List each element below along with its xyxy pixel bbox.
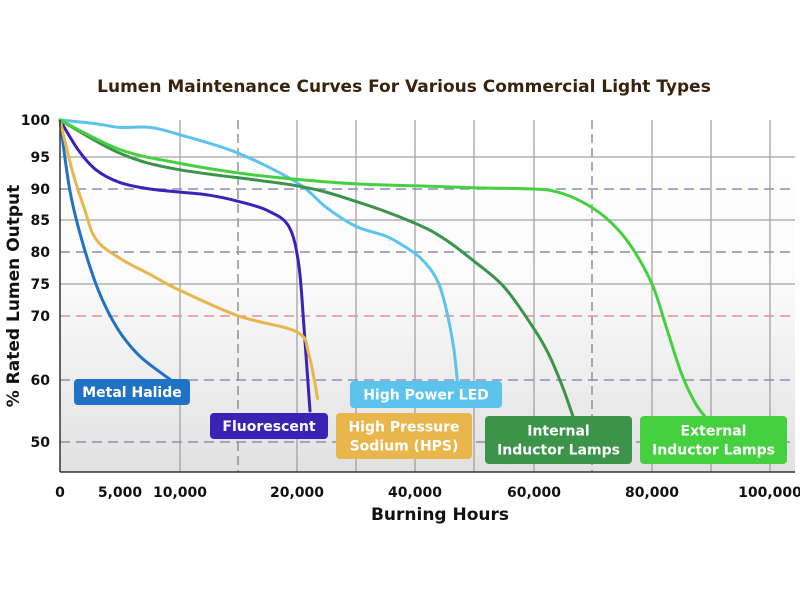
- series-line-fluorescent: [58, 118, 312, 413]
- y-tick-label: 85: [31, 213, 50, 229]
- label-box: [350, 381, 502, 408]
- x-tick-label: 10,000: [153, 485, 207, 501]
- series-line-internal-inductor-lamps: [58, 118, 577, 425]
- label-box: [485, 416, 632, 464]
- y-tick-label: 90: [31, 182, 51, 198]
- label-internal-inductor-lamps: Internal Inductor Lamps: [485, 416, 632, 464]
- x-tick-label: 80,000: [625, 485, 679, 501]
- series-line-metal-halide: [58, 118, 182, 388]
- x-tick-label: 5,000: [98, 485, 143, 501]
- x-axis-label: Burning Hours: [371, 505, 509, 525]
- series-labels: Metal Halide Fluorescent High Pressure Sodi…: [74, 379, 787, 464]
- x-tick-label: 20,000: [270, 485, 324, 501]
- y-tick-label: 70: [31, 309, 51, 325]
- y-tick-label: 50: [31, 435, 51, 451]
- series-line-external-inductor-lamps: [58, 118, 713, 425]
- label-box: [74, 379, 190, 405]
- label-external-inductor-lamps: External Inductor Lamps: [640, 416, 787, 464]
- x-tick-labels: 0 5,000 10,000 20,000 40,000 60,000 80,000 100,…: [55, 485, 800, 501]
- label-text: External: [681, 424, 747, 440]
- label-text: High Power LED: [363, 388, 489, 404]
- label-box: [640, 416, 787, 464]
- label-metal-halide: Metal Halide: [74, 379, 190, 405]
- y-tick-label: 75: [31, 277, 50, 293]
- label-text: Inductor Lamps: [652, 443, 775, 459]
- chart-title: Lumen Maintenance Curves For Various Com…: [97, 77, 711, 97]
- series-line-high-pressure-sodium-hps: [58, 118, 320, 401]
- y-tick-label: 60: [31, 373, 51, 389]
- label-text: Sodium (HPS): [350, 439, 459, 455]
- y-tick-labels: 100 95 90 85 80 75 70 60 50: [21, 113, 50, 451]
- y-tick-label: 80: [31, 245, 51, 261]
- label-text: Internal: [527, 424, 589, 440]
- label-text: Inductor Lamps: [497, 443, 620, 459]
- y-tick-label: 100: [21, 113, 50, 129]
- y-tick-label: 95: [31, 150, 50, 166]
- label-box: [336, 413, 472, 459]
- series-line-high-power-led: [58, 118, 462, 407]
- y-axis-label: % Rated Lumen Output: [4, 185, 24, 408]
- x-tick-label: 0: [55, 485, 65, 501]
- label-high-power-led: High Power LED: [350, 381, 502, 408]
- axes: [59, 120, 795, 473]
- x-tick-label: 100,000: [738, 485, 800, 501]
- label-text: High Pressure: [348, 420, 459, 436]
- label-high-pressure-sodium-hps: High Pressure Sodium (HPS): [336, 413, 472, 459]
- label-fluorescent: Fluorescent: [210, 413, 328, 439]
- x-tick-label: 60,000: [507, 485, 561, 501]
- x-tick-label: 40,000: [388, 485, 442, 501]
- label-box: [210, 413, 328, 439]
- series-lines: [58, 118, 713, 425]
- label-text: Metal Halide: [82, 385, 182, 401]
- label-text: Fluorescent: [222, 419, 315, 435]
